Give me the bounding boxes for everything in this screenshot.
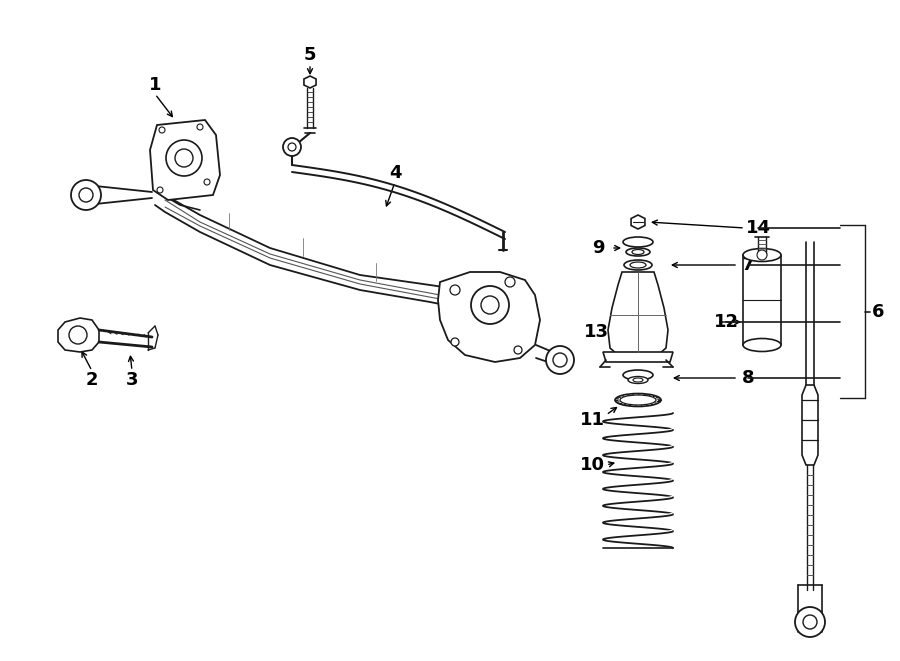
Ellipse shape: [743, 338, 781, 352]
Text: 1: 1: [148, 76, 161, 94]
Polygon shape: [438, 272, 540, 362]
Circle shape: [69, 326, 87, 344]
Ellipse shape: [615, 393, 661, 407]
Polygon shape: [304, 76, 316, 88]
Circle shape: [166, 140, 202, 176]
Circle shape: [481, 296, 499, 314]
Ellipse shape: [620, 395, 656, 405]
Text: 13: 13: [583, 323, 608, 341]
Text: 10: 10: [580, 456, 605, 474]
Text: 12: 12: [714, 313, 739, 331]
Circle shape: [471, 286, 509, 324]
Polygon shape: [58, 318, 99, 352]
Text: 11: 11: [580, 411, 605, 429]
Circle shape: [514, 346, 522, 354]
Ellipse shape: [628, 377, 648, 383]
Circle shape: [79, 188, 93, 202]
Ellipse shape: [626, 248, 650, 256]
Ellipse shape: [633, 378, 643, 382]
Text: 7: 7: [742, 256, 754, 274]
Circle shape: [288, 143, 296, 151]
Polygon shape: [150, 120, 220, 200]
Text: 6: 6: [872, 303, 884, 321]
Ellipse shape: [624, 260, 652, 270]
Circle shape: [159, 127, 165, 133]
Text: 9: 9: [592, 239, 604, 257]
Circle shape: [450, 285, 460, 295]
Text: 5: 5: [304, 46, 316, 64]
Polygon shape: [608, 272, 668, 355]
Ellipse shape: [623, 370, 653, 380]
Ellipse shape: [623, 237, 653, 247]
Circle shape: [197, 124, 203, 130]
Polygon shape: [603, 352, 673, 362]
Circle shape: [283, 138, 301, 156]
Circle shape: [204, 179, 210, 185]
Circle shape: [803, 615, 817, 629]
Circle shape: [546, 346, 574, 374]
Polygon shape: [631, 215, 645, 229]
Circle shape: [757, 250, 767, 260]
Text: 3: 3: [126, 371, 139, 389]
Circle shape: [553, 353, 567, 367]
Text: 8: 8: [742, 369, 754, 387]
Text: 14: 14: [745, 219, 770, 237]
Circle shape: [451, 338, 459, 346]
Polygon shape: [802, 385, 818, 465]
Circle shape: [157, 187, 163, 193]
Circle shape: [71, 180, 101, 210]
Ellipse shape: [743, 249, 781, 262]
Circle shape: [505, 277, 515, 287]
Circle shape: [795, 607, 825, 637]
Text: 4: 4: [389, 164, 401, 182]
Circle shape: [175, 149, 193, 167]
Ellipse shape: [632, 249, 644, 254]
Ellipse shape: [630, 262, 646, 268]
Text: 2: 2: [86, 371, 98, 389]
